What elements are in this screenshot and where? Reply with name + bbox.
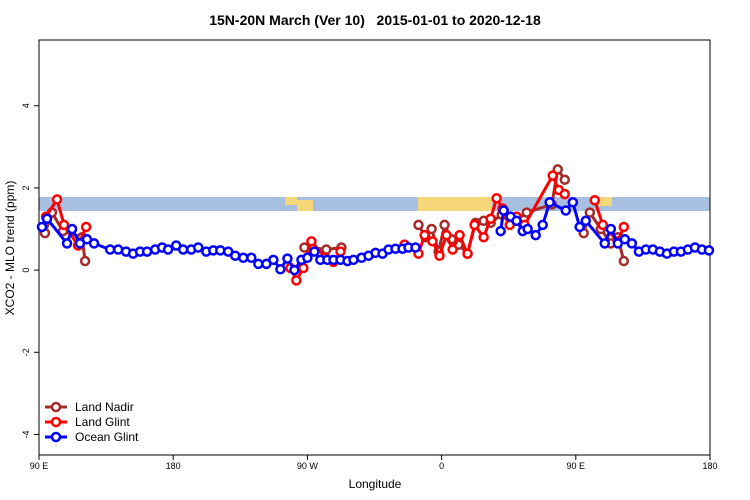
data-point bbox=[559, 188, 571, 200]
data-point bbox=[426, 223, 437, 235]
data-point bbox=[268, 254, 279, 266]
data-point bbox=[605, 223, 617, 235]
data-point bbox=[498, 205, 509, 216]
data-point bbox=[88, 238, 100, 249]
data-point bbox=[309, 246, 320, 257]
legend-label: Land Nadir bbox=[75, 400, 134, 414]
data-point bbox=[584, 207, 596, 218]
data-point bbox=[511, 215, 522, 227]
x-tick-label: 180 bbox=[166, 461, 181, 471]
y-axis-label: XCO2 - MLO trend (ppm) bbox=[3, 181, 17, 316]
data-point bbox=[282, 253, 293, 264]
data-point bbox=[51, 194, 63, 205]
x-tick-label: 90 W bbox=[297, 461, 319, 471]
data-point bbox=[253, 258, 264, 270]
data-point bbox=[177, 244, 189, 255]
data-point bbox=[544, 197, 555, 208]
chart-title: 15N-20N March (Ver 10) 2015-01-01 to 202… bbox=[209, 12, 541, 28]
y-tick-label: -2 bbox=[21, 348, 31, 356]
data-point bbox=[589, 194, 600, 206]
data-point bbox=[574, 221, 585, 233]
data-point bbox=[141, 246, 153, 257]
legend-marker bbox=[50, 431, 62, 443]
data-point bbox=[495, 225, 506, 237]
x-tick-label: 180 bbox=[702, 461, 717, 471]
legend-label: Ocean Glint bbox=[75, 430, 139, 444]
legend-marker bbox=[50, 416, 62, 428]
data-point bbox=[289, 264, 300, 276]
data-point bbox=[419, 229, 430, 241]
data-point bbox=[626, 238, 638, 249]
data-point bbox=[275, 264, 286, 275]
x-tick-label: 0 bbox=[439, 461, 444, 471]
legend-marker bbox=[50, 401, 62, 413]
y-tick-label: 2 bbox=[21, 185, 31, 190]
data-point bbox=[491, 192, 502, 204]
legend-label: Land Glint bbox=[75, 415, 130, 429]
data-point bbox=[335, 246, 346, 257]
data-point bbox=[597, 219, 609, 231]
data-point bbox=[229, 250, 241, 261]
land-patch bbox=[418, 197, 492, 211]
data-point bbox=[522, 223, 533, 235]
data-point bbox=[427, 236, 438, 247]
data-point bbox=[298, 262, 309, 274]
data-point bbox=[547, 170, 558, 181]
data-point bbox=[410, 242, 421, 253]
data-point bbox=[321, 244, 332, 255]
data-point bbox=[104, 244, 116, 255]
data-point bbox=[560, 205, 572, 216]
data-point bbox=[537, 219, 548, 231]
data-point bbox=[58, 219, 70, 231]
data-point bbox=[238, 252, 249, 264]
land-ocean-band bbox=[39, 197, 710, 211]
data-point bbox=[80, 221, 92, 233]
data-point bbox=[36, 221, 48, 233]
data-point bbox=[618, 255, 630, 267]
data-point bbox=[559, 174, 571, 185]
data-point bbox=[79, 255, 91, 267]
data-point bbox=[469, 219, 480, 231]
data-point bbox=[567, 197, 579, 208]
y-tick-label: 0 bbox=[21, 268, 31, 273]
x-tick-label: 90 E bbox=[30, 461, 49, 471]
data-point bbox=[348, 254, 359, 266]
x-axis-label: Longitude bbox=[349, 477, 402, 491]
data-point bbox=[703, 245, 715, 256]
land-patch bbox=[598, 197, 612, 206]
data-point bbox=[162, 244, 174, 255]
land-patch bbox=[285, 197, 297, 205]
data-point bbox=[447, 244, 458, 255]
data-point bbox=[485, 213, 496, 224]
x-tick-label: 90 E bbox=[567, 461, 586, 471]
data-point bbox=[291, 275, 302, 286]
data-point bbox=[246, 252, 257, 264]
data-point bbox=[478, 231, 489, 243]
y-tick-label: -4 bbox=[21, 430, 31, 438]
data-point bbox=[66, 223, 78, 235]
data-point bbox=[61, 238, 73, 249]
data-point bbox=[193, 242, 204, 253]
data-point bbox=[413, 219, 424, 231]
data-point bbox=[580, 215, 592, 227]
data-point bbox=[306, 236, 317, 247]
data-point bbox=[439, 219, 450, 231]
data-point bbox=[41, 213, 53, 224]
data-point bbox=[441, 229, 452, 241]
y-tick-label: 4 bbox=[21, 103, 31, 108]
data-point bbox=[434, 250, 445, 261]
data-point bbox=[530, 229, 541, 241]
data-point bbox=[462, 248, 473, 259]
data-point bbox=[599, 238, 610, 249]
data-point bbox=[618, 221, 630, 233]
land-patch bbox=[297, 200, 313, 211]
data-point bbox=[302, 252, 313, 264]
data-point bbox=[454, 229, 465, 241]
